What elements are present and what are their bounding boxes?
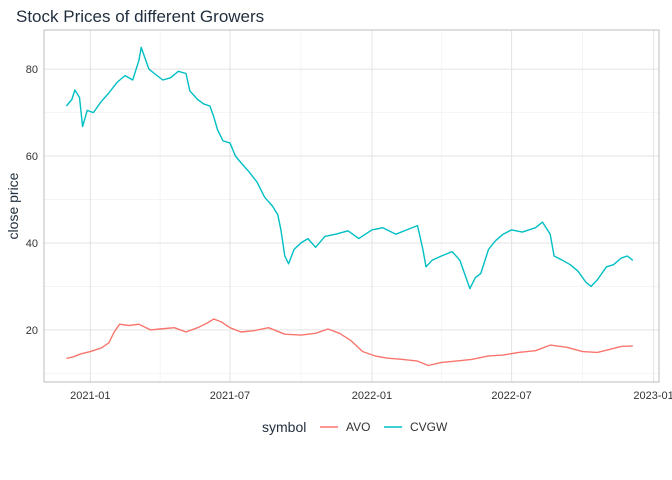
y-tick-label: 40 [26,238,38,250]
legend-items: AVO CVGW [320,420,448,434]
x-tick-label: 2022-07 [491,390,531,402]
y-tick-label: 60 [26,151,38,163]
series-lines [65,46,634,367]
chart-title: Stock Prices of different Growers [16,7,264,26]
y-axis-ticks: 20 40 60 80 [26,64,38,337]
x-tick-label: 2021-07 [210,390,250,402]
y-tick-label: 20 [26,325,38,337]
x-tick-label: 2021-01 [70,390,110,402]
x-axis-ticks: 2021-01 2021-07 2022-01 2022-07 2023-01 [70,390,672,402]
series-line-avo [66,318,633,367]
minor-grid [44,30,659,382]
y-axis-title: close price [5,172,21,239]
legend-label-cvgw: CVGW [410,420,448,434]
major-grid [44,30,659,382]
x-tick-label: 2023-01 [633,390,672,402]
legend: symbol AVO CVGW [262,419,448,435]
x-tick-label: 2022-01 [352,390,392,402]
y-tick-label: 80 [26,64,38,76]
series-line-cvgw [65,46,634,290]
legend-title: symbol [262,419,306,435]
legend-label-avo: AVO [346,420,370,434]
plot-panel-border [43,29,660,383]
